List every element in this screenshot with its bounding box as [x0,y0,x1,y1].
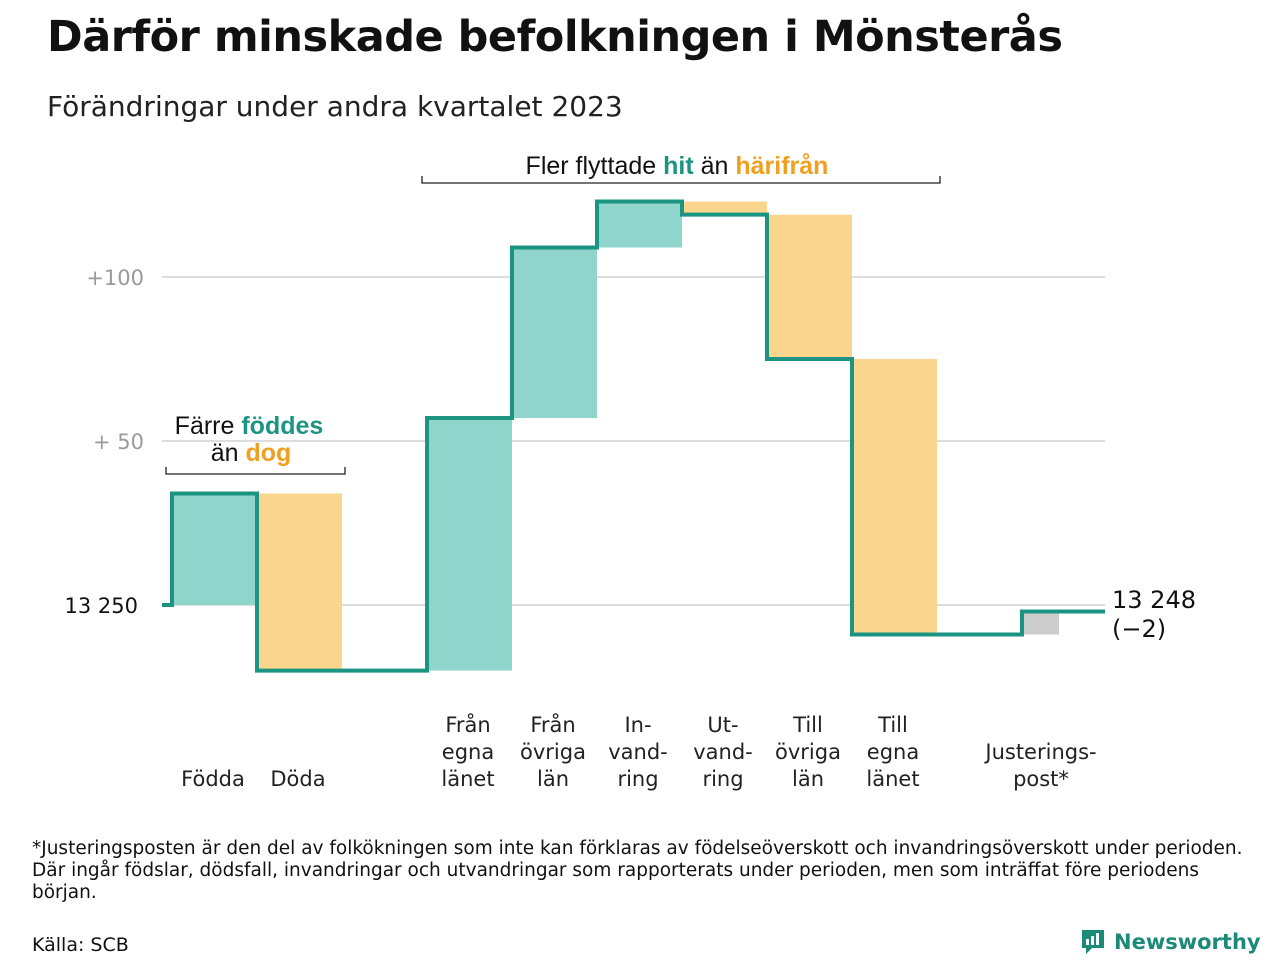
footnote: *Justeringsposten är den del av folkökni… [32,838,1243,903]
brand-name: Newsworthy [1114,930,1261,954]
category-label: Justerings-post* [983,740,1096,791]
annotation-births-line1: Färre föddes [175,412,324,440]
y-tick-label: 13 250 [65,594,138,618]
source-note: Källa: SCB [32,934,129,956]
annotation-births-deaths: Färre föddes än dog [165,412,346,475]
category-labels: Födda Döda Från egna länet Från övriga län In-va… [181,712,1096,791]
category-label: Födda [181,767,245,791]
bar-3 [427,418,512,671]
category-label: Döda [270,767,325,791]
bar-2 [257,493,342,671]
chart-title: Därför minskade befolkningen i Mönsterås [47,12,1063,62]
cumulative-step-line [162,199,1105,673]
category-label: Till egna länet [866,713,919,791]
bar-7 [767,214,852,359]
newsworthy-logo-icon [1082,930,1104,954]
annotation-births-line2: än dog [211,439,292,467]
bars [172,201,1059,671]
annotation-moves-text: Fler flyttade hit än härifrån [526,152,829,180]
annotation-moves-bracket [421,176,941,184]
brand-logo: Newsworthy [1080,928,1261,956]
bar-1 [172,493,257,605]
bar-5 [597,201,682,248]
y-axis-ticks: 13 250 + 50 +100 [65,266,144,618]
bar-6 [682,201,767,215]
category-label: Till övriga län [775,713,841,791]
annotation-moves: Fler flyttade hit än härifrån [421,152,941,184]
step-line-layer [162,199,1105,673]
end-change-label: (−2) [1112,615,1166,643]
y-tick-label: + 50 [93,430,144,454]
category-label: Ut-vand-ring [693,713,753,791]
category-label: Från övriga län [520,712,586,791]
annotation-births-bracket [165,467,346,475]
waterfall-chart: 13 250 + 50 +100 Födda Döda Från egna länet Frå… [65,152,1196,791]
end-value-label: 13 248 [1112,586,1196,614]
category-label: In-vand-ring [608,713,668,791]
bar-8 [852,359,937,635]
bar-4 [512,247,597,419]
chart-subtitle: Förändringar under andra kvartalet 2023 [47,90,623,123]
y-tick-label: +100 [86,266,144,290]
bar-9 [1023,611,1059,635]
category-label: Från egna länet [441,712,494,791]
